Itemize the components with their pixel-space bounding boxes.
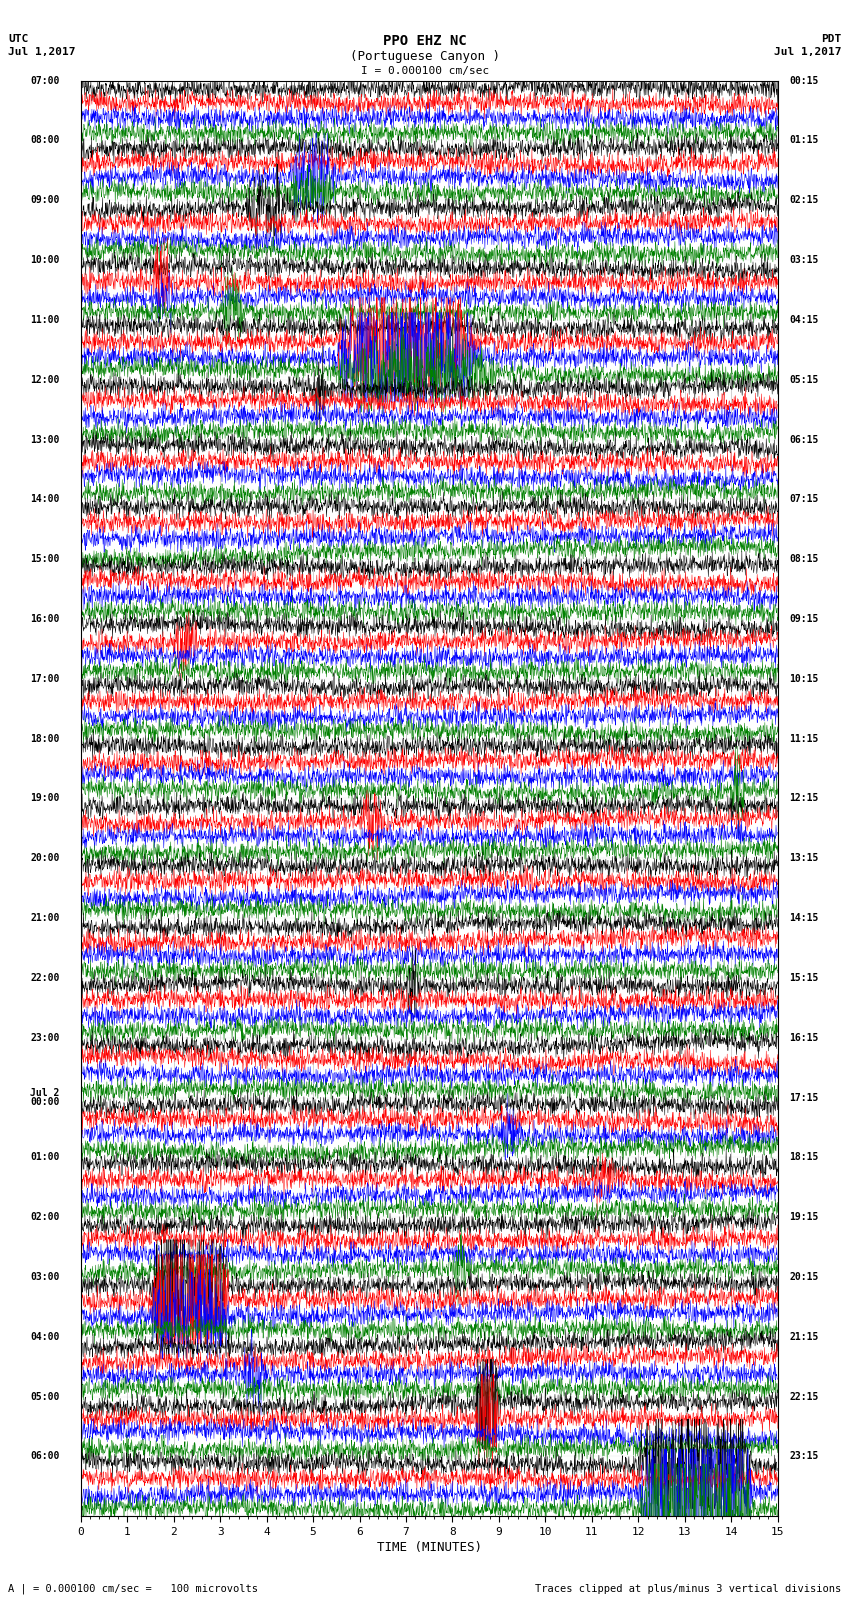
Text: 07:15: 07:15 — [790, 494, 819, 505]
Text: 20:15: 20:15 — [790, 1273, 819, 1282]
Text: Jul 2
00:00: Jul 2 00:00 — [31, 1087, 60, 1107]
Text: 06:15: 06:15 — [790, 434, 819, 445]
Text: 13:15: 13:15 — [790, 853, 819, 863]
Text: I = 0.000100 cm/sec: I = 0.000100 cm/sec — [361, 66, 489, 76]
Text: 20:00: 20:00 — [31, 853, 60, 863]
Text: 01:15: 01:15 — [790, 135, 819, 145]
Text: 14:00: 14:00 — [31, 494, 60, 505]
Text: 09:15: 09:15 — [790, 615, 819, 624]
Text: 10:00: 10:00 — [31, 255, 60, 265]
Text: 21:00: 21:00 — [31, 913, 60, 923]
Text: PDT: PDT — [821, 34, 842, 44]
Text: 02:00: 02:00 — [31, 1211, 60, 1223]
Text: 05:00: 05:00 — [31, 1392, 60, 1402]
Text: 00:15: 00:15 — [790, 76, 819, 85]
Text: 04:00: 04:00 — [31, 1332, 60, 1342]
Text: Traces clipped at plus/minus 3 vertical divisions: Traces clipped at plus/minus 3 vertical … — [536, 1584, 842, 1594]
Text: 14:15: 14:15 — [790, 913, 819, 923]
Text: Jul 1,2017: Jul 1,2017 — [8, 47, 76, 56]
Text: 03:00: 03:00 — [31, 1273, 60, 1282]
Text: 21:15: 21:15 — [790, 1332, 819, 1342]
Text: 01:00: 01:00 — [31, 1152, 60, 1163]
Text: 18:00: 18:00 — [31, 734, 60, 744]
Text: 19:00: 19:00 — [31, 794, 60, 803]
Text: 11:00: 11:00 — [31, 315, 60, 324]
Text: UTC: UTC — [8, 34, 29, 44]
Text: 12:15: 12:15 — [790, 794, 819, 803]
Text: Jul 1,2017: Jul 1,2017 — [774, 47, 842, 56]
Text: 22:00: 22:00 — [31, 973, 60, 982]
Text: 06:00: 06:00 — [31, 1452, 60, 1461]
Text: 15:15: 15:15 — [790, 973, 819, 982]
Text: 23:00: 23:00 — [31, 1032, 60, 1042]
Text: 02:15: 02:15 — [790, 195, 819, 205]
Text: 16:00: 16:00 — [31, 615, 60, 624]
Text: 15:00: 15:00 — [31, 555, 60, 565]
Text: 12:00: 12:00 — [31, 374, 60, 386]
X-axis label: TIME (MINUTES): TIME (MINUTES) — [377, 1540, 482, 1553]
Text: 03:15: 03:15 — [790, 255, 819, 265]
Text: 13:00: 13:00 — [31, 434, 60, 445]
Text: 17:00: 17:00 — [31, 674, 60, 684]
Text: (Portuguese Canyon ): (Portuguese Canyon ) — [350, 50, 500, 63]
Text: 17:15: 17:15 — [790, 1092, 819, 1103]
Text: A | = 0.000100 cm/sec =   100 microvolts: A | = 0.000100 cm/sec = 100 microvolts — [8, 1582, 258, 1594]
Text: 05:15: 05:15 — [790, 374, 819, 386]
Text: 04:15: 04:15 — [790, 315, 819, 324]
Text: 22:15: 22:15 — [790, 1392, 819, 1402]
Text: 23:15: 23:15 — [790, 1452, 819, 1461]
Text: 11:15: 11:15 — [790, 734, 819, 744]
Text: 10:15: 10:15 — [790, 674, 819, 684]
Text: 08:00: 08:00 — [31, 135, 60, 145]
Text: PPO EHZ NC: PPO EHZ NC — [383, 34, 467, 48]
Text: 09:00: 09:00 — [31, 195, 60, 205]
Text: 07:00: 07:00 — [31, 76, 60, 85]
Text: 08:15: 08:15 — [790, 555, 819, 565]
Text: 16:15: 16:15 — [790, 1032, 819, 1042]
Text: 19:15: 19:15 — [790, 1211, 819, 1223]
Text: 18:15: 18:15 — [790, 1152, 819, 1163]
